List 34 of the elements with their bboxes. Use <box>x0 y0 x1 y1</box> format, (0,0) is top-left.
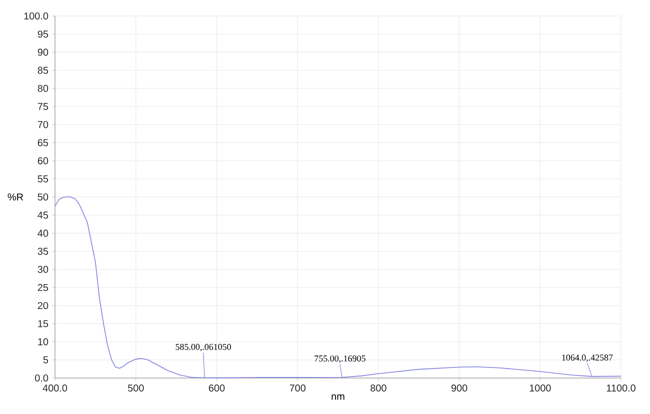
y-tick-label: 95 <box>38 30 48 38</box>
x-tick-label: 900 <box>451 384 468 392</box>
x-axis-title: nm <box>332 394 344 400</box>
x-tick-label: 1100.0 <box>606 384 636 392</box>
y-tick-label: 25 <box>38 284 48 292</box>
y-tick-label: 20 <box>38 302 48 310</box>
y-tick-label: 100.0 <box>24 12 48 20</box>
annotation: 755.00,.16905 <box>314 355 366 363</box>
y-tick-label: 40 <box>38 230 48 237</box>
y-tick-label: 45 <box>38 212 48 219</box>
y-axis-title: %R <box>8 194 24 200</box>
y-tick-label: 65 <box>38 139 48 146</box>
x-tick-label: 700 <box>290 384 306 392</box>
y-tick-label: 10 <box>38 338 48 346</box>
x-tick-label: 1000 <box>530 384 551 392</box>
y-tick-label: 0.0 <box>35 374 48 382</box>
y-tick-label: 55 <box>38 175 48 182</box>
y-tick-label: 30 <box>38 266 48 273</box>
y-tick-label: 70 <box>38 121 48 128</box>
y-tick-label: 5 <box>43 356 48 364</box>
x-tick-label: 500 <box>128 384 144 392</box>
y-tick-label: 90 <box>38 48 48 56</box>
y-tick-label: 80 <box>38 84 48 92</box>
y-tick-label: 75 <box>38 103 48 110</box>
y-tick-label: 35 <box>38 248 48 255</box>
x-tick-label: 800 <box>370 384 386 392</box>
annotation: 585.00,.061050 <box>176 344 231 352</box>
y-tick-label: 85 <box>38 66 48 74</box>
x-tick-label: 600 <box>208 384 225 392</box>
y-tick-label: 50 <box>38 193 48 201</box>
annotation: 1064.0,.42587 <box>562 354 613 362</box>
y-tick-label: 15 <box>38 320 48 328</box>
x-tick-label: 400.0 <box>42 384 68 392</box>
y-tick-label: 60 <box>38 157 48 164</box>
